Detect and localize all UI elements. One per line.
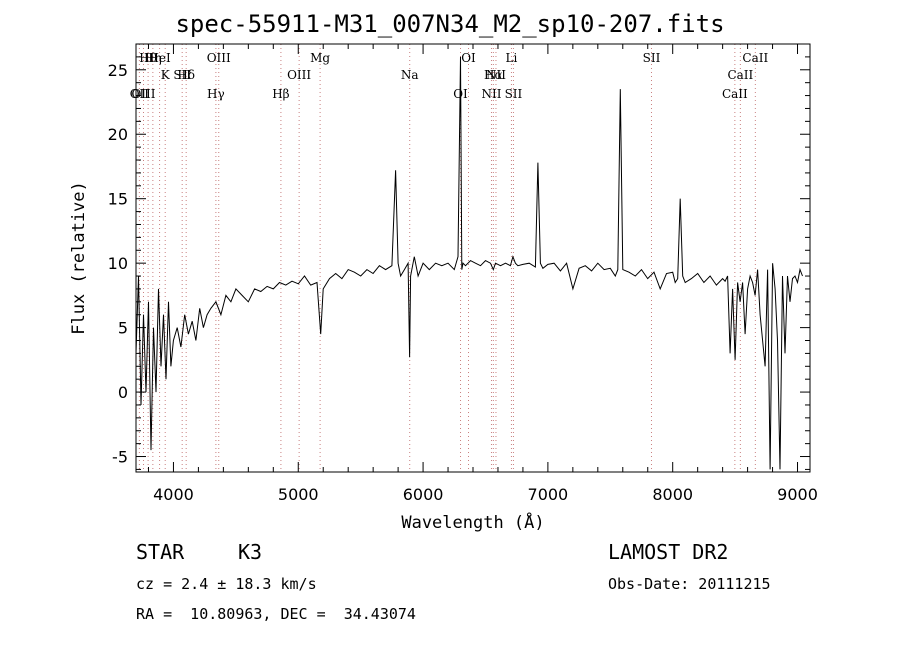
redshift-velocity: cz = 2.4 ± 18.3 km/s	[136, 575, 317, 593]
line-label: OIII	[287, 68, 311, 82]
x-tick-label: 5000	[278, 485, 319, 504]
emission-line-markers	[138, 44, 756, 472]
x-tick-label: 9000	[777, 485, 818, 504]
line-label: Hθ	[139, 51, 157, 65]
line-label: SII	[173, 68, 191, 82]
line-label: Mg	[310, 51, 330, 65]
line-label: NII	[486, 68, 506, 82]
x-axis-label: Wavelength (Å)	[401, 511, 544, 533]
y-tick-label: 20	[108, 125, 128, 144]
line-label: NII	[481, 87, 501, 101]
line-label: Hη	[144, 51, 162, 65]
line-label: SII	[643, 51, 661, 65]
line-label: Li	[506, 51, 518, 65]
object-class: STAR	[136, 540, 185, 564]
x-tick-label: 6000	[403, 485, 444, 504]
y-tick-label: 5	[118, 319, 128, 338]
line-label: SII	[505, 87, 523, 101]
line-label: OIII	[207, 51, 231, 65]
object-subclass: K3	[238, 540, 263, 564]
survey-name: LAMOST DR2	[608, 540, 729, 564]
line-label: CaII	[727, 68, 753, 82]
line-label: Hγ	[207, 87, 225, 101]
x-tick-label: 8000	[652, 485, 693, 504]
emission-line-labels: HθKOIIHeIHδOIIIHηSIIHγOIIIOIIIHβMgNaOIOI…	[130, 51, 769, 101]
axis-ticks: 4000 5000 6000 7000 8000 9000 -5 0 5 10 15 20 25	[108, 44, 818, 504]
line-label: OII	[130, 87, 150, 101]
line-label: K	[161, 68, 171, 82]
line-label: OI	[461, 51, 476, 65]
line-label: Hα	[484, 68, 503, 82]
line-label: CaII	[742, 51, 768, 65]
line-label: HeI	[148, 51, 171, 65]
line-label: Na	[401, 68, 419, 82]
x-tick-label: 7000	[528, 485, 569, 504]
y-tick-label: 15	[108, 190, 128, 209]
x-tick-label: 4000	[153, 485, 194, 504]
line-label: Hδ	[177, 68, 195, 82]
y-tick-label: 10	[108, 254, 128, 273]
observation-date: Obs-Date: 20111215	[608, 575, 771, 593]
line-label: CaII	[722, 87, 748, 101]
y-tick-label: 0	[118, 383, 128, 402]
sky-coordinates: RA = 10.80963, DEC = 34.43074	[136, 605, 416, 623]
line-label: OIII	[131, 87, 155, 101]
y-tick-label: -5	[112, 448, 128, 467]
y-axis-label: Flux (relative)	[69, 181, 89, 335]
plot-frame	[135, 43, 811, 473]
line-label: Hβ	[272, 87, 289, 101]
chart-title: spec-55911-M31_007N34_M2_sp10-207.fits	[175, 10, 725, 38]
y-tick-label: 25	[108, 61, 128, 80]
spectrum-series-line	[135, 56, 803, 470]
